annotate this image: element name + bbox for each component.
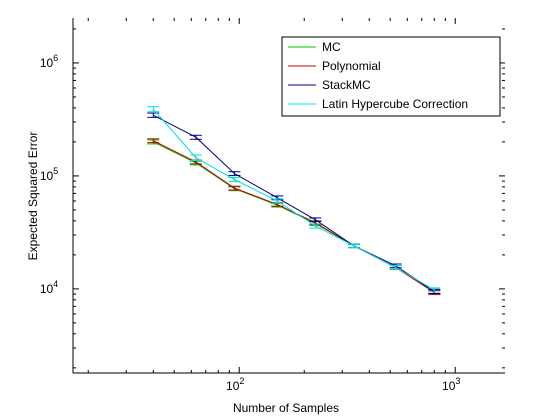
legend-label: Latin Hypercube Correction	[322, 97, 468, 111]
legend: MC Polynomial StackMC Latin Hypercube Corre…	[282, 37, 500, 116]
x-tick-label: 103	[442, 376, 460, 393]
legend-label: StackMC	[322, 78, 371, 92]
legend-label: Polynomial	[322, 59, 381, 73]
x-tick-label: 102	[226, 376, 244, 393]
y-axis-title: Expected Squared Error	[26, 132, 40, 261]
y-tick-label: 106	[40, 53, 58, 70]
y-tick-label: 104	[40, 279, 58, 296]
legend-label: MC	[322, 40, 341, 54]
x-axis-title: Number of Samples	[233, 401, 339, 415]
y-tick-label: 105	[40, 166, 58, 183]
